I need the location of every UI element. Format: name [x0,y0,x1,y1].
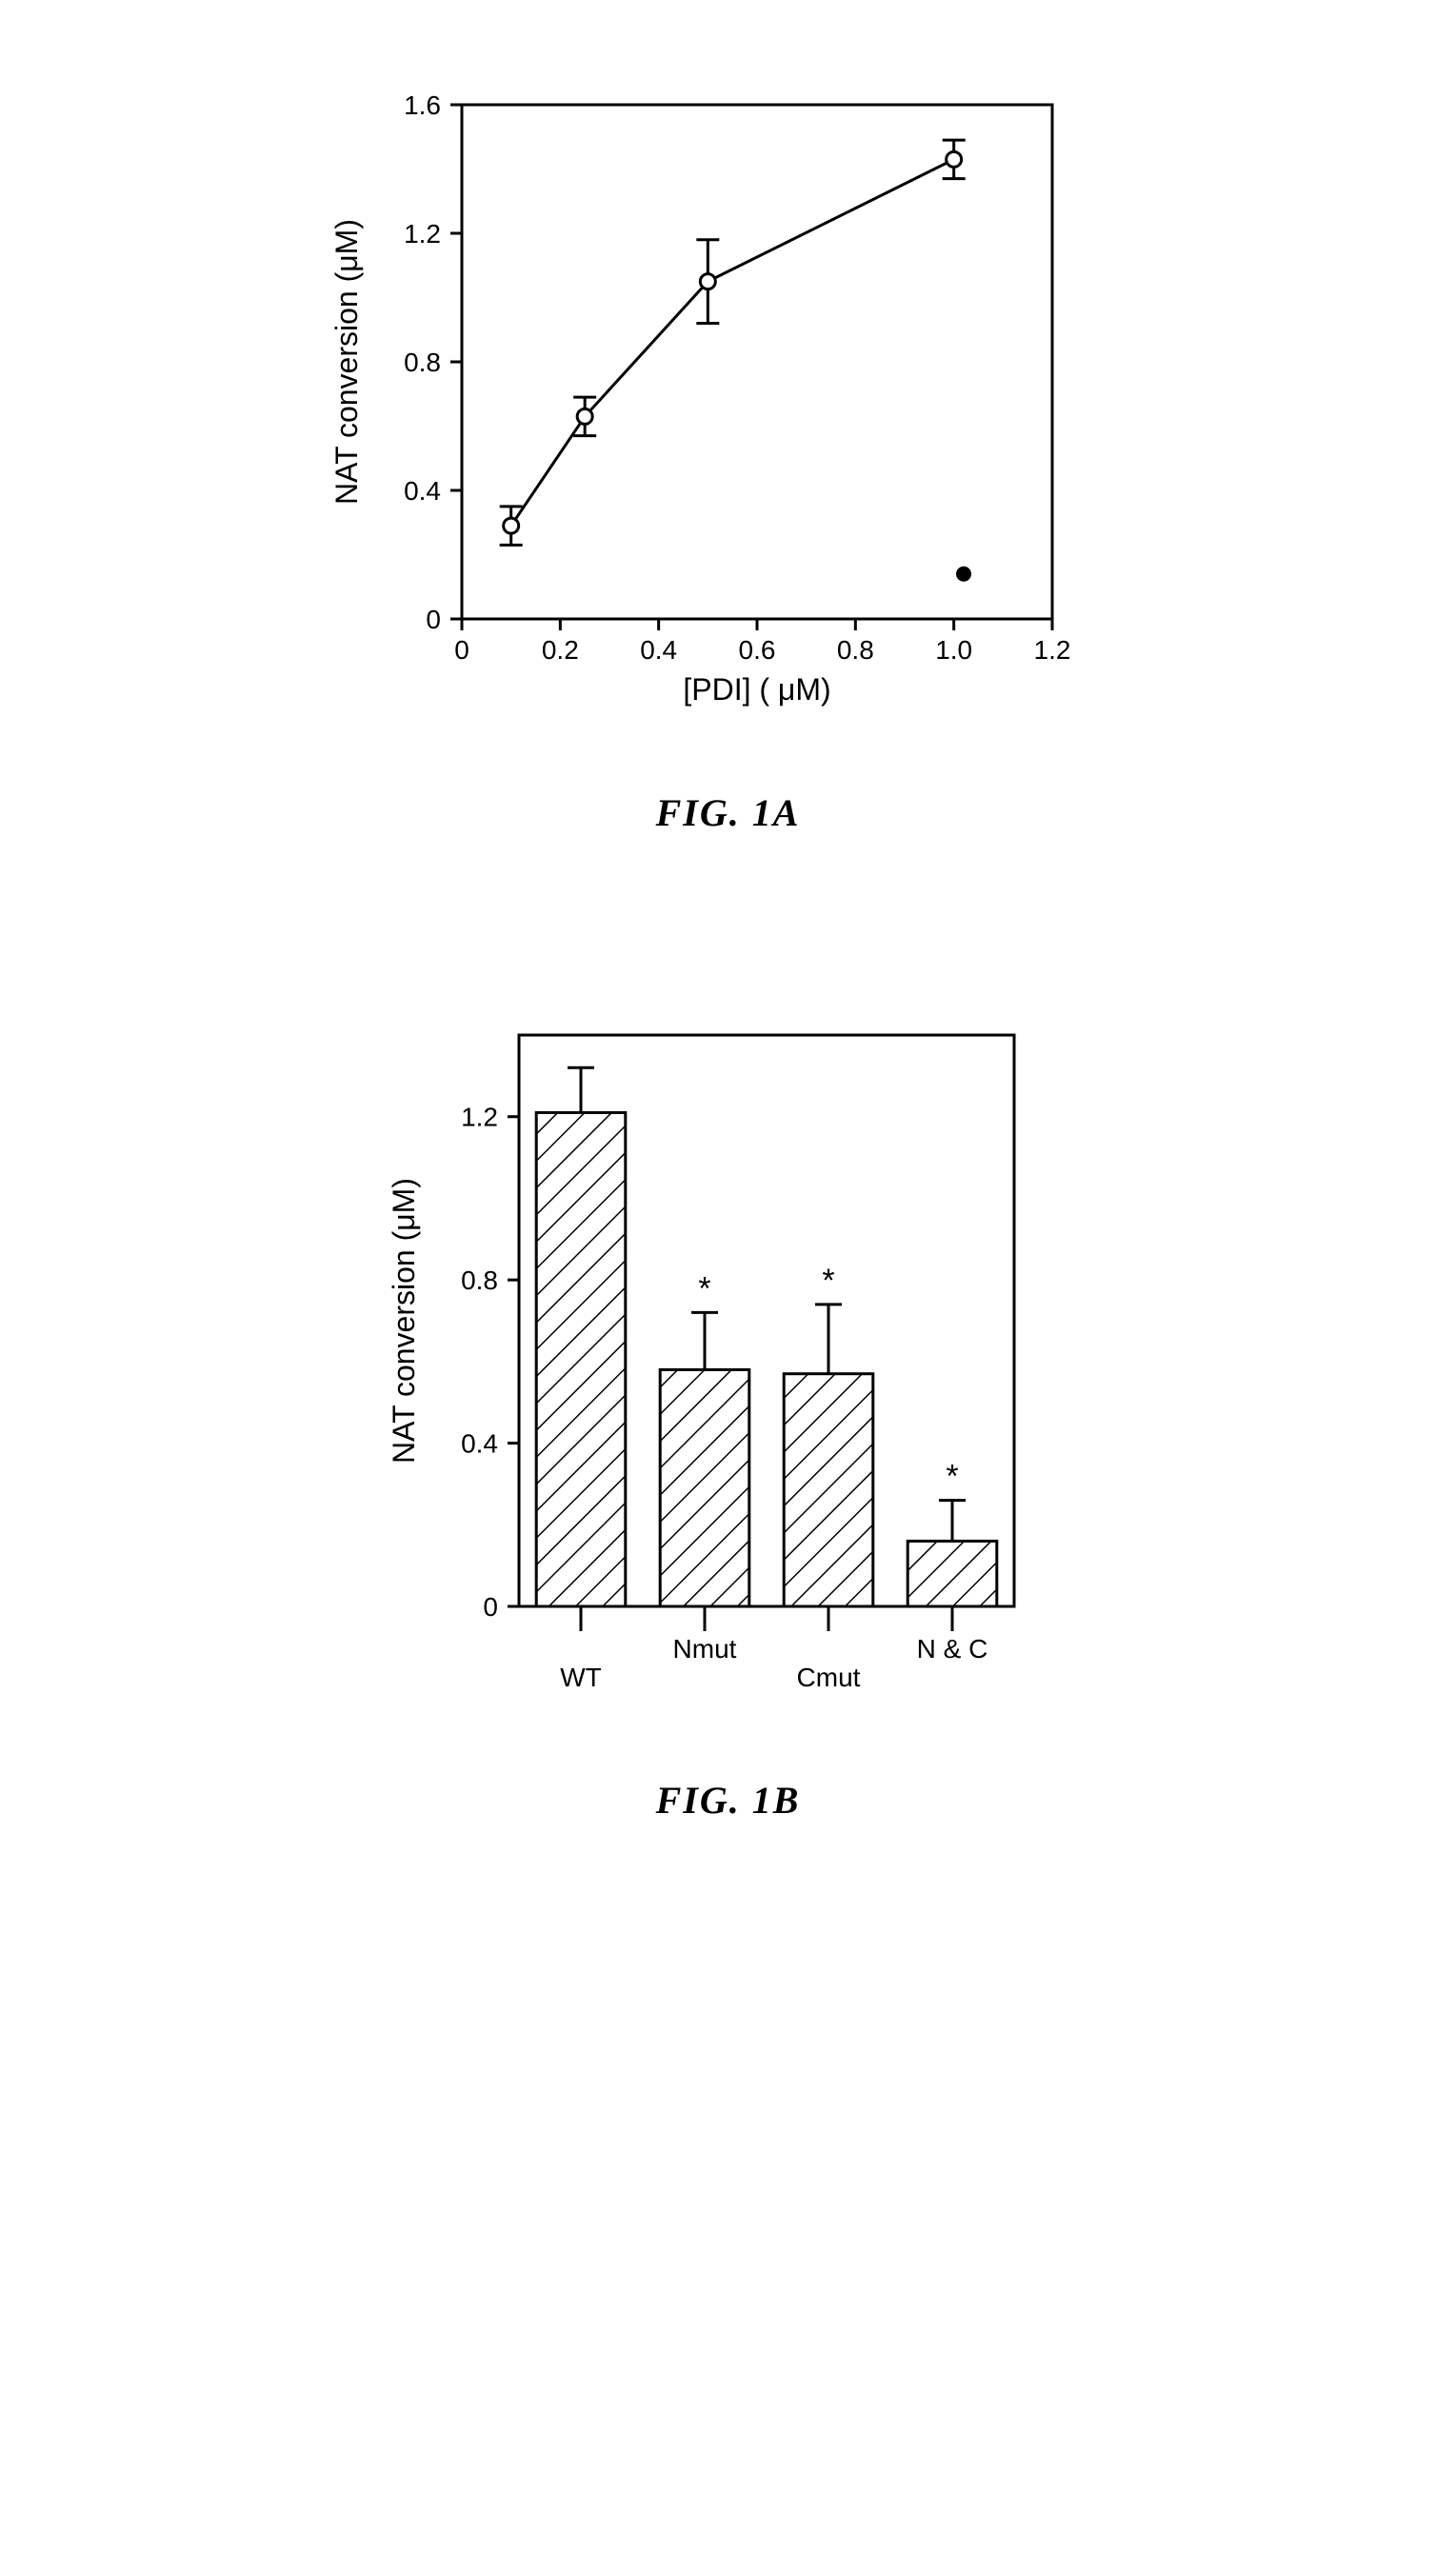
svg-text:Nmut: Nmut [672,1634,736,1664]
svg-text:0.4: 0.4 [404,476,441,506]
figure-1b: 0 0.4 0.8 1.2 NAT conversion (μM) WT * Nmut * Cmu… [367,1006,1090,1823]
svg-text:0.6: 0.6 [738,635,775,665]
svg-text:0.8: 0.8 [461,1266,498,1295]
svg-text:0: 0 [483,1592,498,1622]
svg-text:1.2: 1.2 [404,219,441,249]
fig-a-caption: FIG. 1A [656,790,801,835]
svg-text:WT: WT [560,1663,602,1692]
fig-b-caption: FIG. 1B [656,1778,801,1823]
svg-text:*: * [946,1459,958,1495]
svg-text:0.8: 0.8 [404,348,441,377]
svg-text:0: 0 [426,605,441,634]
svg-text:0.4: 0.4 [461,1429,498,1459]
svg-text:1.0: 1.0 [935,635,972,665]
svg-text:1.2: 1.2 [1033,635,1070,665]
svg-text:Cmut: Cmut [796,1663,860,1692]
svg-text:NAT conversion (μM): NAT conversion (μM) [387,1178,421,1464]
svg-text:0: 0 [454,635,469,665]
svg-text:1.6: 1.6 [404,90,441,120]
svg-text:0.8: 0.8 [836,635,873,665]
svg-text:1.2: 1.2 [461,1103,498,1132]
svg-text:0.4: 0.4 [640,635,677,665]
svg-text:NAT conversion (μM): NAT conversion (μM) [329,219,364,505]
svg-text:0.2: 0.2 [541,635,578,665]
svg-text:[PDI] ( μM): [PDI] ( μM) [683,672,830,707]
svg-text:*: * [822,1263,834,1299]
svg-text:*: * [698,1270,710,1306]
fig-a-plot: 0 0.2 0.4 0.6 0.8 1.0 1.2 0 0.4 0.8 1.2 1.6 [PDI] ( … [309,76,1147,762]
figure-1a: 0 0.2 0.4 0.6 0.8 1.0 1.2 0 0.4 0.8 1.2 1.6 [PDI] ( … [309,76,1147,835]
fig-b-plot: 0 0.4 0.8 1.2 NAT conversion (μM) WT * Nmut * Cmu… [367,1006,1090,1749]
svg-text:N & C: N & C [916,1634,987,1664]
